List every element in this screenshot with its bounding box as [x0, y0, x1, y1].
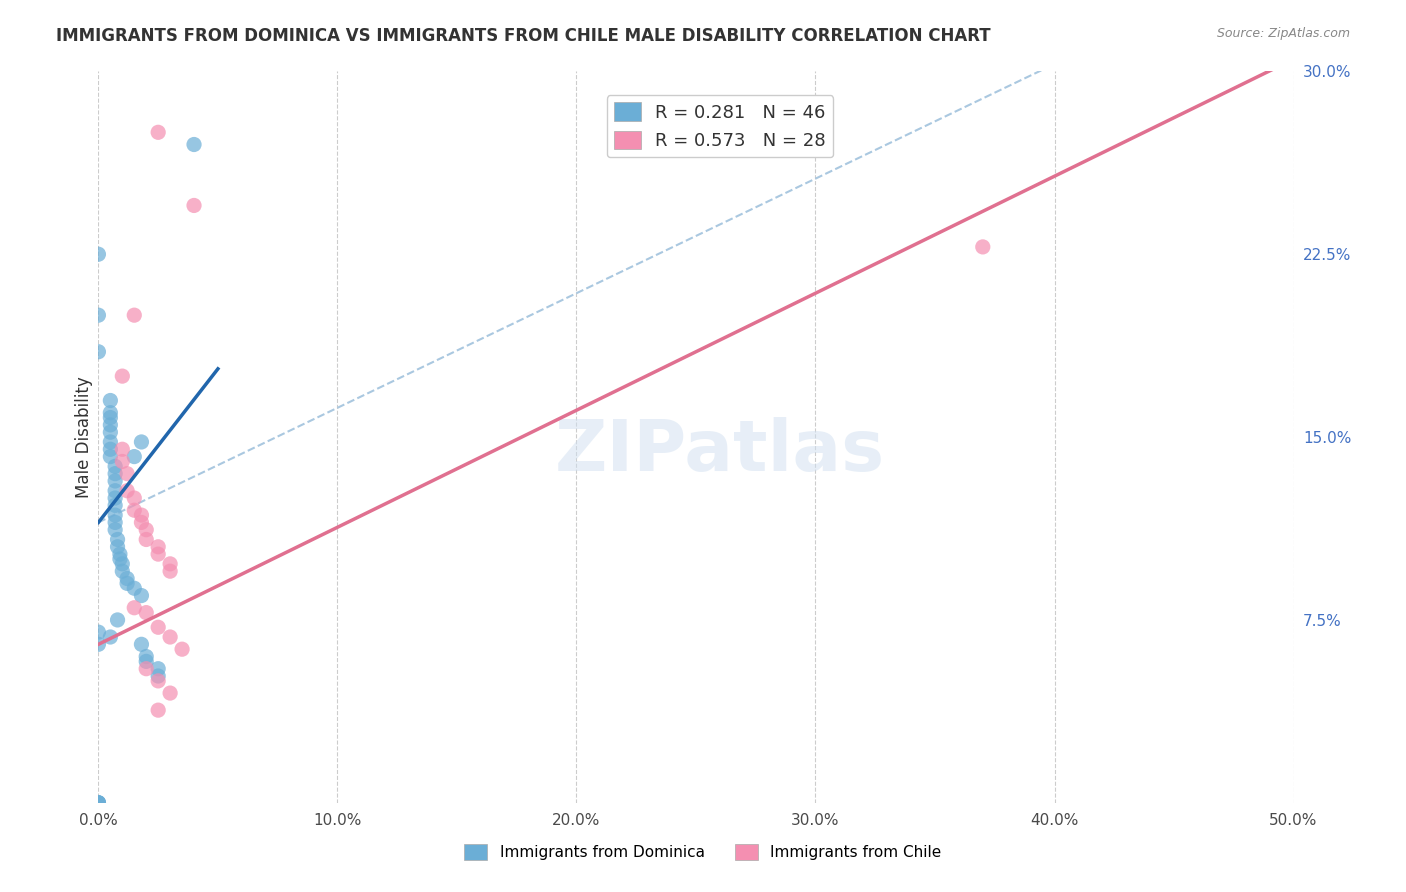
Text: IMMIGRANTS FROM DOMINICA VS IMMIGRANTS FROM CHILE MALE DISABILITY CORRELATION CH: IMMIGRANTS FROM DOMINICA VS IMMIGRANTS F… — [56, 27, 991, 45]
Point — [87, 796, 110, 810]
Point — [104, 499, 127, 513]
Point — [115, 483, 138, 498]
Point — [115, 576, 138, 591]
Point — [87, 796, 110, 810]
Point — [148, 703, 170, 717]
Point — [108, 552, 131, 566]
Point — [159, 686, 181, 700]
Point — [159, 557, 181, 571]
Point — [135, 662, 157, 676]
Point — [104, 459, 127, 474]
Point — [124, 491, 146, 505]
Point — [115, 467, 138, 481]
Legend: Immigrants from Dominica, Immigrants from Chile: Immigrants from Dominica, Immigrants fro… — [458, 838, 948, 866]
Point — [111, 557, 134, 571]
Point — [111, 564, 134, 578]
Point — [124, 308, 146, 322]
Point — [124, 450, 146, 464]
Point — [124, 503, 146, 517]
Point — [98, 410, 122, 425]
Point — [172, 642, 194, 657]
Point — [124, 581, 146, 595]
Point — [98, 417, 122, 432]
Point — [135, 523, 157, 537]
Point — [104, 474, 127, 488]
Point — [111, 454, 134, 468]
Point — [104, 491, 127, 505]
Point — [98, 450, 122, 464]
Point — [104, 508, 127, 522]
Point — [104, 523, 127, 537]
Point — [87, 625, 110, 640]
Point — [148, 669, 170, 683]
Point — [87, 344, 110, 359]
Point — [159, 630, 181, 644]
Point — [108, 547, 131, 561]
Point — [104, 516, 127, 530]
Point — [98, 442, 122, 457]
Point — [115, 572, 138, 586]
Point — [183, 198, 205, 212]
Point — [98, 434, 122, 449]
Point — [104, 467, 127, 481]
Point — [98, 393, 122, 408]
Point — [135, 649, 157, 664]
Point — [131, 589, 153, 603]
Point — [124, 600, 146, 615]
Y-axis label: Male Disability: Male Disability — [75, 376, 93, 498]
Point — [131, 637, 153, 651]
Point — [135, 606, 157, 620]
Point — [87, 308, 110, 322]
Point — [107, 540, 129, 554]
Point — [148, 662, 170, 676]
Point — [98, 425, 122, 440]
Text: Source: ZipAtlas.com: Source: ZipAtlas.com — [1216, 27, 1350, 40]
Point — [135, 654, 157, 668]
Point — [159, 564, 181, 578]
Point — [131, 434, 153, 449]
Point — [111, 369, 134, 384]
Point — [148, 620, 170, 634]
Point — [107, 613, 129, 627]
Point — [104, 483, 127, 498]
Point — [131, 508, 153, 522]
Point — [148, 125, 170, 139]
Point — [98, 406, 122, 420]
Point — [972, 240, 994, 254]
Point — [98, 630, 122, 644]
Point — [87, 637, 110, 651]
Legend: R = 0.281   N = 46, R = 0.573   N = 28: R = 0.281 N = 46, R = 0.573 N = 28 — [606, 95, 834, 157]
Text: ZIPatlas: ZIPatlas — [555, 417, 884, 486]
Point — [135, 533, 157, 547]
Point — [87, 247, 110, 261]
Point — [148, 540, 170, 554]
Point — [148, 673, 170, 688]
Point — [111, 442, 134, 457]
Point — [87, 796, 110, 810]
Point — [107, 533, 129, 547]
Point — [87, 796, 110, 810]
Point — [183, 137, 205, 152]
Point — [131, 516, 153, 530]
Point — [148, 547, 170, 561]
